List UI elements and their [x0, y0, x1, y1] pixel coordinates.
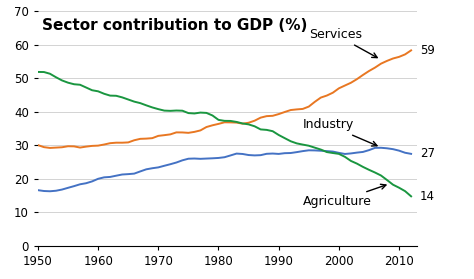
Text: Services: Services — [309, 28, 377, 57]
Text: Industry: Industry — [303, 118, 377, 146]
Text: Agriculture: Agriculture — [303, 184, 386, 208]
Text: 14: 14 — [420, 190, 435, 203]
Text: 59: 59 — [420, 44, 435, 57]
Text: 27: 27 — [420, 147, 435, 160]
Text: Sector contribution to GDP (%): Sector contribution to GDP (%) — [42, 18, 307, 33]
